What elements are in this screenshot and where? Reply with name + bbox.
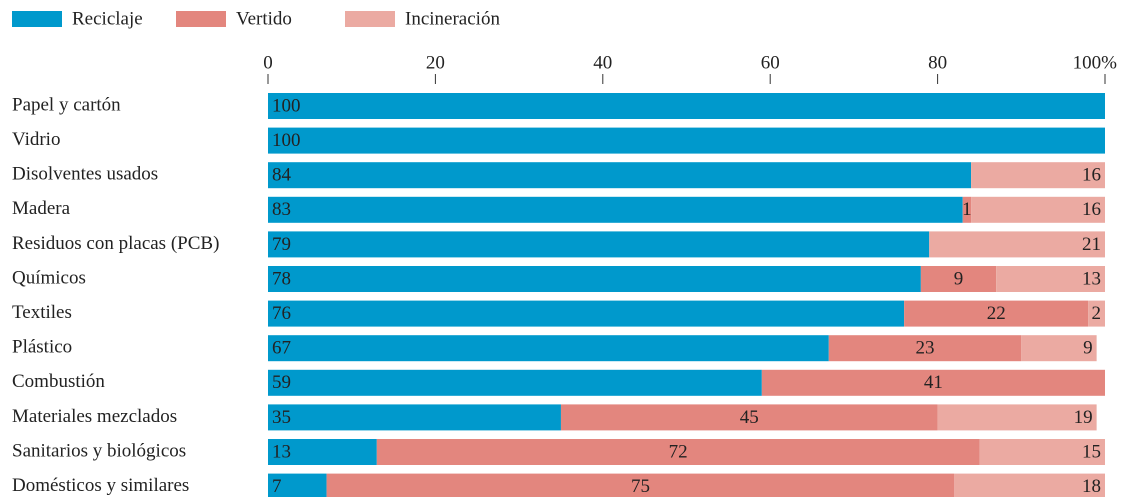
value-label: 16 (1082, 165, 1101, 186)
bar-segment (937, 404, 1097, 431)
value-label: 15 (1082, 441, 1101, 462)
category-label: Textiles (12, 302, 72, 323)
legend-swatch (12, 11, 62, 27)
category-label: Residuos con placas (PCB) (12, 233, 219, 254)
value-label: 9 (954, 268, 964, 289)
bar-segment (929, 231, 1105, 258)
category-label: Materiales mezclados (12, 406, 177, 427)
value-label: 76 (272, 303, 291, 324)
bar-segment (996, 266, 1105, 292)
value-label: 35 (272, 407, 291, 428)
value-label: 83 (272, 199, 291, 220)
bar-segment (268, 266, 921, 292)
value-label: 59 (272, 372, 291, 393)
value-label: 2 (1092, 303, 1102, 324)
bar-segment (268, 404, 561, 431)
value-label: 67 (272, 338, 291, 359)
x-tick-label: 40 (593, 52, 612, 73)
value-label: 21 (1082, 234, 1101, 255)
x-tick-label: 100% (1073, 52, 1118, 73)
bar-segment (268, 335, 829, 362)
legend-swatch (345, 11, 395, 27)
value-label: 79 (272, 234, 291, 255)
bar-segment (268, 196, 963, 223)
legend-label: Incineración (405, 8, 500, 29)
bar-segment (828, 335, 1022, 362)
bar-segment (962, 196, 972, 223)
category-label: Papel y cartón (12, 94, 121, 115)
category-label: Químicos (12, 267, 86, 288)
bar-segment (954, 473, 1105, 497)
value-label: 1 (962, 199, 972, 220)
category-label: Plástico (12, 337, 72, 358)
bar-segment (268, 439, 377, 465)
value-label: 45 (740, 407, 759, 428)
value-label: 100 (272, 130, 301, 151)
bar-segment (920, 266, 997, 292)
bar-segment (904, 300, 1089, 327)
bar-segment (971, 162, 1105, 189)
bar-segment (1088, 300, 1105, 327)
bar-segment (268, 127, 1105, 154)
value-label: 100 (272, 95, 301, 116)
bar-segment (268, 93, 1105, 119)
category-label: Sanitarios y biológicos (12, 440, 186, 461)
legend-swatch (176, 11, 226, 27)
value-label: 22 (987, 303, 1006, 324)
value-label: 13 (1082, 268, 1101, 289)
bar-segment (268, 231, 930, 258)
bar-segment (268, 369, 762, 396)
bar-segment (1021, 335, 1097, 362)
x-tick-label: 20 (426, 52, 445, 73)
value-label: 7 (272, 476, 282, 497)
x-tick-label: 80 (928, 52, 947, 73)
bar-segment (971, 196, 1105, 223)
value-label: 75 (631, 476, 650, 497)
category-label: Disolventes usados (12, 164, 158, 185)
value-label: 13 (272, 441, 291, 462)
bar-segment (326, 473, 955, 497)
category-label: Madera (12, 198, 71, 219)
bar-segment (268, 473, 327, 497)
bar-segment (376, 439, 980, 465)
value-label: 72 (669, 441, 688, 462)
value-label: 84 (272, 165, 292, 186)
bar-segment (761, 369, 1105, 396)
value-label: 9 (1083, 338, 1093, 359)
bar-segment (560, 404, 938, 431)
value-label: 41 (924, 372, 943, 393)
value-label: 19 (1074, 407, 1093, 428)
value-label: 18 (1082, 476, 1101, 497)
value-label: 23 (916, 338, 935, 359)
legend-label: Vertido (236, 8, 292, 29)
bar-segment (268, 162, 972, 189)
legend-label: Reciclaje (72, 8, 143, 29)
category-label: Vidrio (12, 129, 60, 150)
x-tick-label: 0 (263, 52, 273, 73)
value-label: 16 (1082, 199, 1101, 220)
value-label: 78 (272, 268, 291, 289)
x-tick-label: 60 (761, 52, 780, 73)
bar-segment (268, 300, 905, 327)
category-label: Domésticos y similares (12, 475, 189, 496)
bar-segment (979, 439, 1105, 465)
category-label: Combustión (12, 371, 105, 392)
